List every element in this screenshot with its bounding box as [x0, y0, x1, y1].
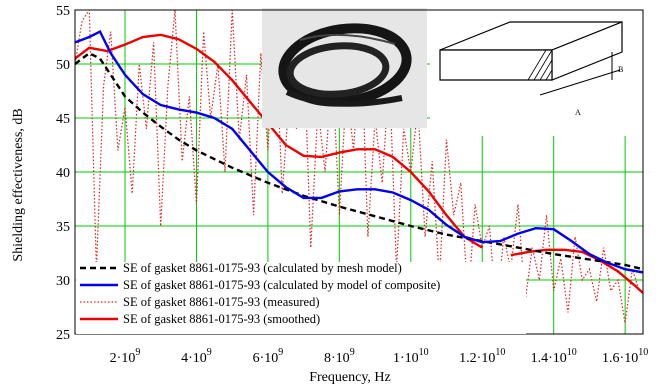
legend-label: SE of gasket 8861-0175-93 (calculated by…	[123, 278, 440, 292]
mesh-model-line	[75, 51, 643, 271]
smoothed-line	[75, 33, 483, 249]
smoothed-line-segment-2	[510, 248, 643, 294]
legend: SE of gasket 8861-0175-93 (calculated by…	[76, 261, 526, 334]
x-tick-label: 8·109	[324, 347, 355, 366]
legend-label: SE of gasket 8861-0175-93 (smoothed)	[123, 312, 320, 326]
y-tick-label: 35	[56, 220, 70, 235]
svg-text:B: B	[618, 65, 623, 74]
legend-label: SE of gasket 8861-0175-93 (measured)	[123, 295, 319, 309]
y-axis-label: Shielding effectiveness, dB	[11, 108, 26, 261]
svg-text:A: A	[575, 108, 581, 117]
x-tick-label: 1.4·1010	[531, 347, 577, 366]
y-tick-label: 40	[56, 166, 70, 181]
x-tick-label: 6·109	[253, 347, 284, 366]
y-tick-label: 25	[56, 328, 70, 343]
x-tick-label: 1.2·1010	[459, 347, 505, 366]
axes: 25 30 35 40 45 50 55 2·109 4·109 6·109 8·109 1·1010…	[56, 4, 648, 366]
x-tick-label: 1.6·1010	[602, 347, 648, 366]
x-axis-label: Frequency, Hz	[309, 370, 391, 385]
legend-label: SE of gasket 8861-0175-93 (calculated by…	[123, 261, 402, 275]
y-tick-label: 55	[56, 4, 70, 19]
gasket-photo	[262, 8, 427, 128]
x-tick-label: 4·109	[181, 347, 212, 366]
y-tick-label: 30	[56, 274, 70, 289]
x-tick-label: 1·1010	[393, 347, 429, 366]
y-tick-label: 45	[56, 112, 70, 127]
gasket-cross-section-diagram: A B	[430, 8, 644, 136]
x-tick-label: 2·109	[110, 347, 141, 366]
y-tick-label: 50	[56, 58, 70, 73]
composite-model-line	[75, 29, 643, 274]
